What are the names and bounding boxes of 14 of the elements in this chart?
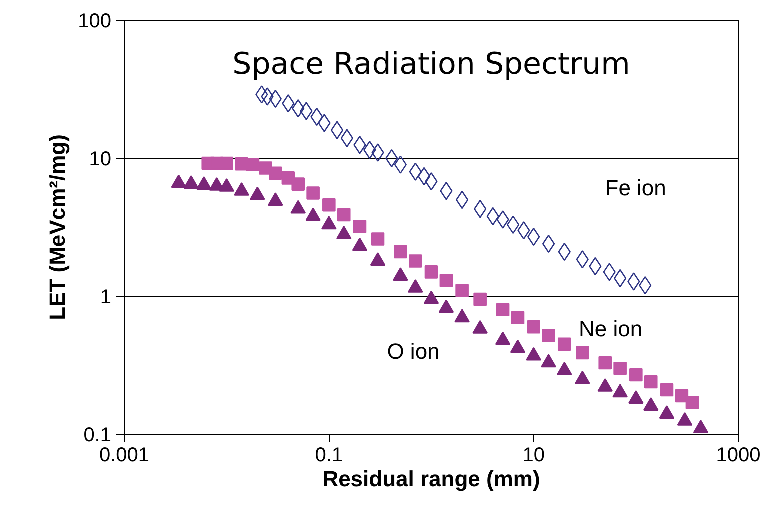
y-axis-title: LET (MeVcm²/mg) (45, 134, 70, 320)
y-tick-label: 10 (89, 148, 112, 170)
series-label: Ne ion (579, 316, 643, 342)
x-tick-label: 1000 (716, 444, 761, 466)
series-label: O ion (387, 339, 440, 364)
text: Fe ion (605, 175, 666, 200)
x-tick-label: 10 (522, 444, 545, 466)
y-tick-label: 1 (100, 286, 112, 308)
x-tick-label: 0.1 (315, 444, 344, 466)
x-tick-label: 0.001 (99, 444, 150, 466)
x-axis-title: Residual range (mm) (322, 466, 540, 492)
y-tick-label: 100 (78, 10, 112, 32)
y-tick-label: 0.1 (84, 424, 112, 446)
text: Space Radiation Spectrum (232, 47, 630, 82)
